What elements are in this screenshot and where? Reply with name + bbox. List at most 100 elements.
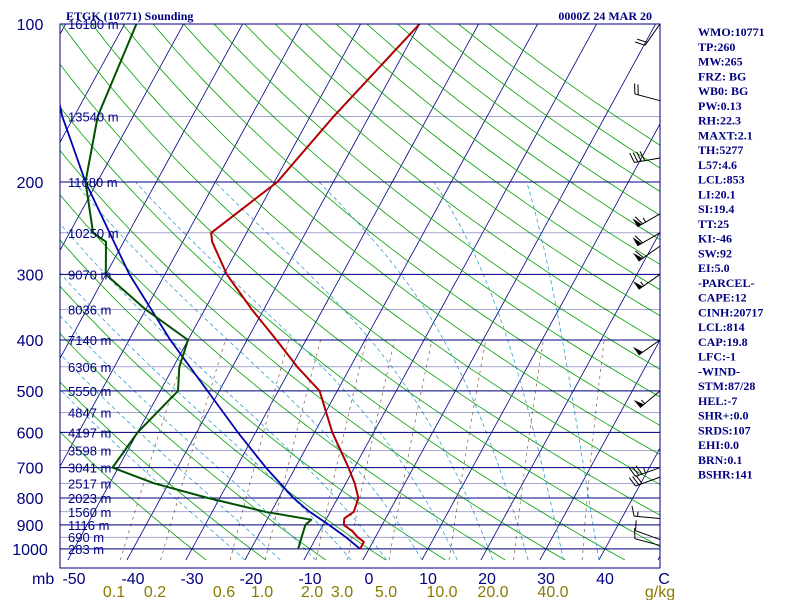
mixing-ratio-unit: g/kg (645, 584, 675, 600)
isotherm-line (185, 24, 479, 561)
mixing-ratio-tick-label: 2.0 (301, 584, 323, 600)
dry-adiabat-line (60, 63, 660, 548)
height-label: 9070 m (68, 267, 111, 282)
pressure-tick-label: 200 (17, 175, 44, 192)
index-value: BRN:0.1 (698, 453, 742, 467)
dry-adiabat-line (61, 24, 660, 516)
wind-barb-flag (639, 151, 646, 161)
height-label: 3598 m (68, 444, 111, 459)
dry-adiabat-line (60, 285, 386, 561)
wind-barb-pennant (632, 346, 643, 355)
moist-adiabat-line (60, 353, 281, 561)
wind-barb-flag (635, 520, 637, 531)
mixing-ratio-tick-label: 0.1 (103, 584, 125, 600)
wind-barb (633, 390, 661, 408)
sounding-profiles (60, 24, 421, 550)
mixing-ratio-tick-label: 5.0 (375, 584, 397, 600)
wind-barb-flag (634, 216, 644, 225)
wind-barb-half-flag (641, 399, 646, 405)
dry-adiabat-line (183, 24, 660, 398)
wind-barb-flag (628, 477, 636, 487)
pressure-tick-label: 300 (17, 267, 44, 284)
pressure-tick-label: 900 (17, 518, 44, 535)
wind-barb (629, 151, 661, 163)
index-value: TT:25 (698, 217, 729, 231)
wind-barb-staff (634, 538, 661, 546)
wind-barb-half-flag (640, 281, 645, 287)
plot-frame (59, 23, 661, 569)
mixing-ratio-line (581, 339, 605, 561)
wind-barb-pennant (632, 281, 643, 290)
height-label: 13540 m (68, 109, 119, 124)
mixing-ratio-line (315, 339, 367, 561)
moist-adiabat-line (60, 223, 387, 561)
isotherm-line (60, 24, 66, 36)
index-value: WMO:10771 (698, 25, 765, 39)
wind-barb-flag (632, 466, 640, 476)
dry-adiabat-line (213, 24, 660, 370)
index-value: KI:-46 (698, 232, 732, 246)
wind-barb (635, 520, 661, 541)
background-grid (60, 24, 660, 561)
dry-adiabat-line (60, 332, 326, 561)
pressure-tick-label: 600 (17, 425, 44, 442)
mixing-ratio-tick-label: 3.0 (331, 584, 353, 600)
moist-adiabat-line (214, 181, 494, 561)
height-label: 283 m (68, 542, 104, 557)
wind-barb-staff (635, 530, 661, 541)
moist-adiabat-line (73, 181, 423, 561)
index-value: LCL:814 (698, 320, 745, 334)
dry-adiabat-line (335, 24, 660, 265)
chart-title: ETGK (10771) Sounding (66, 9, 193, 23)
index-value: SRDS:107 (698, 423, 751, 437)
index-value: TP:260 (698, 40, 735, 54)
index-value: SW:92 (698, 246, 732, 260)
index-value: CINH:20717 (698, 305, 763, 319)
height-label: 4847 m (68, 406, 111, 421)
isotherm-line (67, 24, 361, 561)
moist-adiabat-line (526, 181, 600, 561)
dry-adiabat-line (60, 106, 626, 561)
temperature-tick-label: 40 (596, 571, 614, 588)
mixing-ratio-tick-label: 1.0 (251, 584, 273, 600)
height-label: 10250 m (68, 226, 119, 241)
pressure-tick-label: 500 (17, 384, 44, 401)
index-value: WB0: BG (698, 84, 748, 98)
moist-adiabat-line (433, 181, 564, 561)
wind-barb-pennant (633, 399, 644, 408)
wind-barb-flag (635, 41, 646, 46)
wind-barb-staff (635, 467, 661, 477)
isotherm-line (480, 231, 660, 561)
dry-adiabat-line (91, 24, 660, 485)
wind-barb-flag (628, 467, 636, 477)
pressure-tick-label: 700 (17, 461, 44, 478)
moist-adiabat-line (318, 181, 529, 561)
wind-barb-staff (635, 476, 661, 487)
wind-barb-flag (636, 151, 642, 162)
dry-adiabat-line (60, 194, 506, 561)
mixing-ratio-tick-label: 0.6 (213, 584, 235, 600)
wind-barb-flag (632, 152, 639, 163)
mixing-ratio-tick-label: 20.0 (477, 584, 508, 600)
isotherm-line (244, 24, 538, 561)
wind-barb-staff (638, 245, 661, 262)
temperature-tick-label: 30 (537, 571, 555, 588)
wind-barb (634, 528, 661, 546)
index-value: LI:20.1 (698, 187, 736, 201)
wind-barb-staff (634, 515, 661, 519)
mixing-ratio-tick-label: 0.2 (144, 584, 166, 600)
height-label: 2023 m (68, 491, 111, 506)
wind-barb (632, 245, 661, 262)
wind-barb-flag (629, 152, 635, 163)
index-value: MW:265 (698, 55, 743, 69)
dry-adiabat-line (60, 431, 207, 561)
pressure-tick-label: 800 (17, 491, 44, 508)
index-value: LCL:853 (698, 173, 745, 187)
height-label: 8036 m (68, 303, 111, 318)
index-value: CAPE:12 (698, 291, 747, 305)
pressure-tick-label: 100 (17, 17, 44, 34)
height-label: 1116 m (68, 518, 109, 533)
dewpoint-trace (84, 24, 313, 550)
